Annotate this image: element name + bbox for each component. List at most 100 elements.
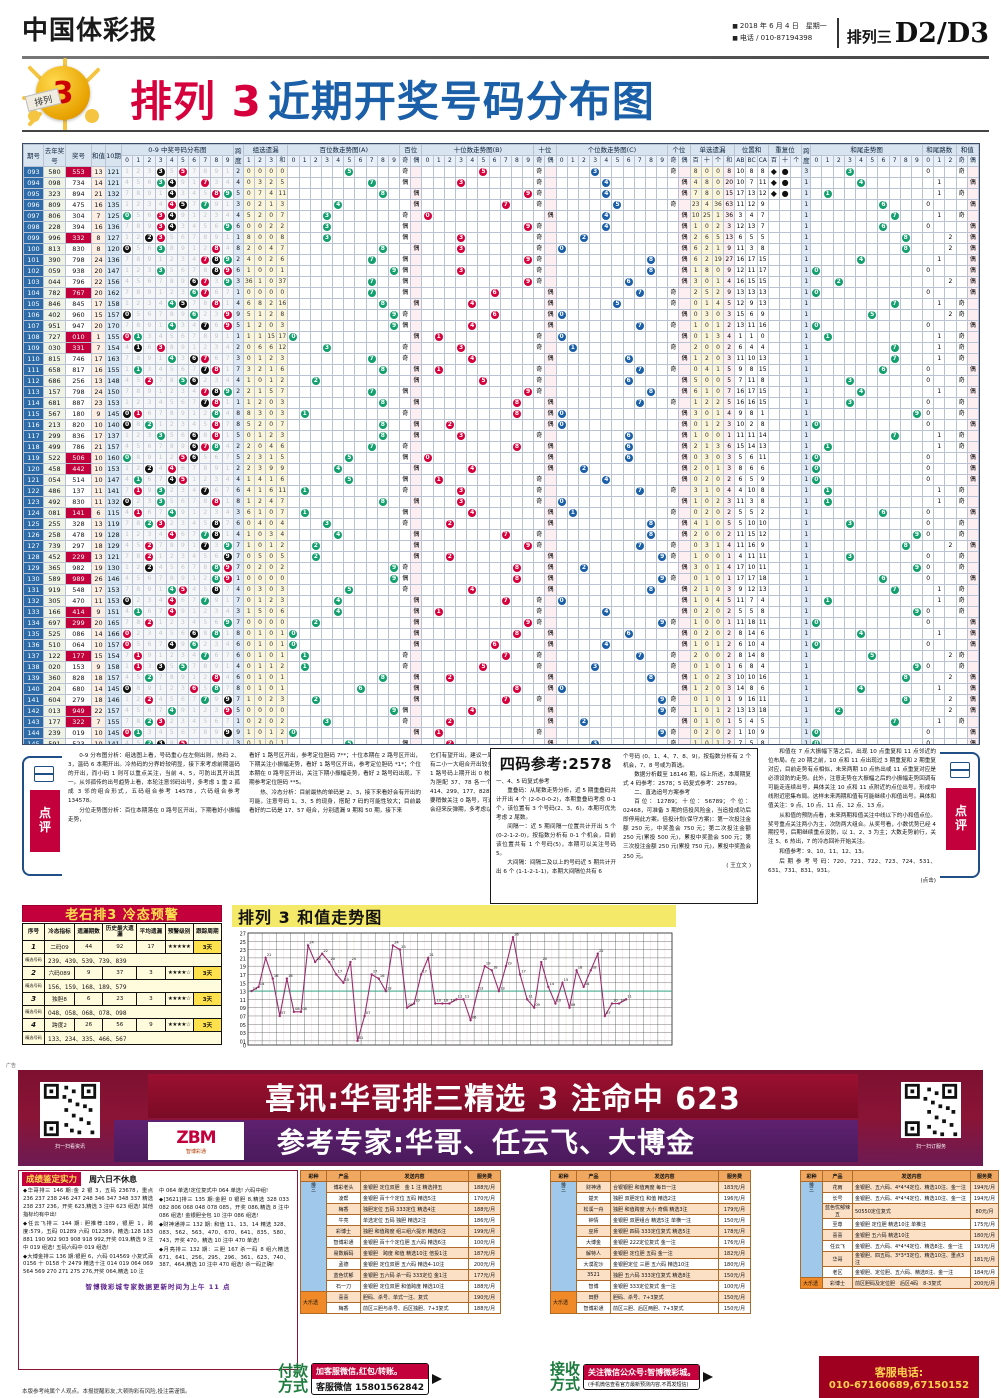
- cell-dist-7: 2: [199, 243, 212, 255]
- cell-zuxuan-1: 0: [253, 705, 267, 717]
- table-row[interactable]: 122 486 137 11 141 7 1 9 3 2 3 4 7 6 7 6 4 1 6 11 1 奇 3 奇 7 奇 3 1 0 4…: [23, 485, 979, 497]
- cell-lastyear: 697: [43, 617, 66, 629]
- cell-tens-0: [421, 331, 434, 343]
- table-row[interactable]: 139 360 828 18 157 4 5 2 7 8 9 1 2 8 4 6 0 1 0 1 8 偶 2 偶 8 偶 1 0 2 3 1…: [23, 672, 979, 684]
- cell-unit-6: [622, 265, 635, 277]
- cell-period: 124: [23, 507, 44, 519]
- cell-danxuan-1: 2: [700, 628, 713, 640]
- table-row[interactable]: 140 204 680 14 145 0 8 9 1 2 3 6 5 8 7 8 0 1 0 1 6 偶 8 偶 0 偶 1 2 0 3 1…: [23, 683, 979, 695]
- cell-span: 3: [232, 606, 244, 618]
- cell-dist-3: 3: [154, 430, 167, 442]
- table-row[interactable]: 128 452 229 13 121 7 8 2 1 2 3 4 5 6 9 7 0 5 0 5 2 偶 2 偶 9 奇 1 0 0 1 4…: [23, 551, 979, 563]
- cell-dist-5: 5: [176, 166, 190, 178]
- table-row[interactable]: 145 591 523 10 141 4 5 2 3 8 5 1 2 3 4 3 0 1 0 1 5 偶 2 偶 3 奇 1 0 1 2 7…: [23, 738, 979, 744]
- cell-zuxuan-1: 1: [253, 386, 267, 398]
- table-row[interactable]: 120 458 442 10 153 1 2 2 4 4 6 7 8 9 1 2 2 3 9 9 4 偶 4 偶 2 偶 2 0 1 3 8…: [23, 463, 979, 475]
- table-row[interactable]: 141 604 279 18 146 1 2 2 4 5 6 7 7 9 9 7 1 0 2 3 2 偶 7 奇 9 奇 0 1 0 1 9…: [23, 694, 979, 706]
- cell-dist-4: 2: [165, 518, 178, 530]
- cell-tailodd-2: [944, 606, 957, 618]
- table-row[interactable]: 126 258 478 19 128 1 2 3 4 4 6 7 7 8 1 4 1 0 3 4 4 偶 7 奇 8 偶 2 0 0 2 1…: [23, 529, 979, 541]
- table-row[interactable]: 144 239 019 10 145 0 1 3 4 5 6 7 8 9 9 9 1 0 1 2 0 偶 1 奇 9 奇 0 2 0 2 1…: [23, 727, 979, 739]
- table-row[interactable]: 104 782 767 20 162 7 8 9 1 2 3 6 7 6 7 1 0 0 0 0 7 偶 6 偶 7 奇 2 5 2 9 1…: [23, 287, 979, 299]
- table-row[interactable]: 124 081 141 6 115 4 1 6 7 4 9 1 2 3 4 3 6 1 0 7 1 偶 4 偶 1 奇 0 2 0 2 5 5…: [23, 507, 979, 519]
- cell-chongfu-2: [790, 694, 803, 706]
- table-row[interactable]: 105 846 845 17 158 1 2 3 4 4 5 7 8 8 1 4 6 8 2 16 8 偶 4 偶 5 奇 0 1 4 5…: [23, 298, 979, 310]
- table-row[interactable]: 142 013 949 22 157 4 5 6 7 4 9 1 2 3 9 5 0 0 0 0 9 偶 4 偶 9 奇 1 0 1 2 1…: [23, 705, 979, 717]
- cell-dist-7: 2: [199, 672, 212, 684]
- cell-tens-7: [499, 584, 512, 596]
- table-row[interactable]: 108 727 010 1 155 0 1 3 4 5 6 7 8 9 1 1 1 1 15 17 0 偶 1 奇 0 偶 0 1 3 4…: [23, 331, 979, 343]
- table-row[interactable]: 137 122 177 15 154 7 1 9 1 2 3 4 7 6 7 6 0 1 0 1 1 奇 7 奇 7 奇 2 0 0 2 8…: [23, 650, 979, 662]
- table-row[interactable]: 102 059 938 20 147 1 2 3 3 5 6 7 8 8 9 6 1 0 0 1 9 偶 3 奇 8 偶 1 8 0 9 1…: [23, 265, 979, 277]
- table-row[interactable]: 121 054 514 10 147 4 1 6 7 4 5 1 2 3 4 4 1 4 1 6 5 偶 1 奇 4 偶 0 2 0 2 6…: [23, 474, 979, 486]
- table-row[interactable]: 095 323 894 21 132 7 8 9 1 4 3 4 5 8 9 5 0 7 4 11 8 偶 9 奇 4 偶 7 8 0 1…: [23, 188, 979, 200]
- table-row[interactable]: 135 525 086 14 166 0 2 3 4 5 6 6 8 8 1 8 0 1 0 1 0 偶 8 偶 6 偶 0 2 0 2 8…: [23, 628, 979, 640]
- table-row[interactable]: 100 813 830 8 120 0 5 6 3 8 9 1 2 8 4 8 2 0 4 7 8 偶 3 奇 0 偶 6 2 1 9 11…: [23, 243, 979, 255]
- table-row[interactable]: 130 589 989 26 146 4 5 6 7 8 9 1 2 8 9 1 0 0 0 0 9 偶 8 偶 9 奇 0 1 0 1 1…: [23, 573, 979, 585]
- cell-dist-2: 9: [143, 254, 156, 266]
- cell-hund-8: [376, 595, 389, 607]
- cell-hund-odd: 偶: [399, 738, 412, 744]
- cell-hund-odd: 偶: [399, 287, 412, 299]
- cell-span2: 1: [801, 298, 812, 310]
- cell-prize: 332: [65, 232, 92, 244]
- cell-dist-4: 8: [165, 738, 178, 744]
- trend-ball: 4: [602, 641, 611, 649]
- cell-tens-1: [432, 221, 445, 233]
- table-row[interactable]: 134 697 299 20 165 7 8 2 1 2 3 4 5 6 9 7 0 0 0 0 2 偶 9 奇 9 奇 1 0 0 1 1…: [23, 617, 979, 629]
- cell-unit-3: [589, 584, 602, 596]
- table-row[interactable]: 094 098 734 14 121 4 5 6 3 4 9 1 7 3 4 4 0 3 2 5 7 偶 3 奇 4 偶 4 8 0 20…: [23, 177, 979, 189]
- cell-unit-odd: 奇: [667, 694, 680, 706]
- table-row[interactable]: 119 522 506 10 160 0 8 9 1 2 5 6 5 6 7 5 2 3 1 5 5 偶 0 偶 6 偶 0 3 0 3 5…: [23, 452, 979, 464]
- cell-unit-7: 7: [633, 364, 646, 376]
- table-row[interactable]: 113 157 798 24 150 7 8 9 1 2 3 4 7 8 9 2 2 1 5 7 7 偶 9 奇 8 偶 6 1 0 7 1…: [23, 386, 979, 398]
- table-row[interactable]: 106 402 960 15 157 0 5 6 7 8 9 6 2 3 9 9 5 1 2 8 9 奇 6 偶 0 偶 0 3 0 3 1…: [23, 309, 979, 321]
- table-row[interactable]: 123 492 830 11 132 0 2 3 3 5 6 7 8 8 1 8 1 2 4 7 8 偶 3 奇 0 偶 1 0 2 3 1…: [23, 496, 979, 508]
- table-row[interactable]: 132 305 470 11 153 0 2 3 4 4 6 7 7 9 1 7 0 1 2 3 4 偶 7 奇 0 偶 1 0 4 5 1…: [23, 595, 979, 607]
- table-row[interactable]: 112 686 256 13 148 4 5 2 7 8 5 6 2 3 4 4 1 0 1 2 2 偶 5 奇 6 偶 5 0 0 5 7…: [23, 375, 979, 387]
- table-row[interactable]: 115 567 180 9 145 0 1 6 7 8 9 1 2 8 4 8 8 3 0 3 1 奇 8 偶 0 偶 3 0 1 4 9 8…: [23, 408, 979, 420]
- table-row[interactable]: 118 499 786 21 157 4 5 6 7 8 9 6 7 8 4 2 2 0 4 6 7 奇 8 偶 6 偶 2 1 3 6 1…: [23, 441, 979, 453]
- cell-dist-9: 4: [221, 342, 234, 354]
- cell-unit-9: [656, 254, 669, 266]
- trend-ball: 0: [423, 454, 432, 462]
- table-row[interactable]: 133 166 414 9 151 4 1 6 7 4 9 1 2 3 4 3 1 5 0 6 4 偶 1 奇 4 偶 0 2 0 2 5 5…: [23, 606, 979, 618]
- table-row[interactable]: 096 809 475 16 135 1 2 3 4 4 5 7 7 9 1 3 0 2 1 3 4 偶 7 奇 5 奇 23 4 36…: [23, 199, 979, 211]
- cell-unit-1: [566, 243, 579, 255]
- th-zuxuan: 组选遗漏: [242, 144, 289, 156]
- cell-unit-2: [577, 254, 591, 266]
- cell-tail-8: 8: [899, 232, 912, 244]
- trend-ball: 9: [390, 564, 399, 572]
- dist-ball: 0: [123, 421, 132, 429]
- table-row[interactable]: 125 255 328 13 119 7 8 2 3 2 3 4 5 8 7 6 0 4 0 4 3 奇 2 偶 8 偶 4 1 0 5 5…: [23, 518, 979, 530]
- table-row[interactable]: 098 228 394 16 136 7 8 9 3 4 3 4 5 6 9 6 0 0 2 2 3 偶 9 奇 4 偶 1 0 2 3 1…: [23, 221, 979, 233]
- cell-tens-5: [477, 562, 490, 574]
- cell-tens-even: [544, 650, 557, 662]
- table-row[interactable]: 117 299 836 17 137 1 2 3 3 5 6 6 8 8 1 5 0 1 2 3 8 偶 3 奇 6 偶 1 0 0 1 1…: [23, 430, 979, 442]
- table-row[interactable]: 093 580 553 13 121 1 2 3 3 5 5 7 8 9 1 2 0 0 0 0 5 奇 5 奇 3 奇 8 0 0 8 1…: [23, 166, 979, 178]
- table-row[interactable]: 099 996 332 8 127 1 2 2 3 5 6 7 8 9 1 1 8 0 0 8 3 偶 3 奇 2 偶 2 6 5 13 6…: [23, 232, 979, 244]
- table-row[interactable]: 097 806 304 7 125 0 5 6 3 4 9 1 2 3 4 4 5 2 0 7 3 奇 0 偶 4 偶 10 25 1 3…: [23, 210, 979, 222]
- table-row[interactable]: 131 919 548 17 153 7 8 9 1 4 5 4 5 8 7 4 0 3 0 3 5 奇 4 偶 8 偶 2 1 0 3 9…: [23, 584, 979, 596]
- table-row[interactable]: 116 213 820 10 140 0 8 2 1 2 3 4 5 8 7 8 5 2 0 7 8 偶 2 偶 0 偶 0 1 2 3 1…: [23, 419, 979, 431]
- dist-ball: 4: [167, 476, 176, 484]
- table-row[interactable]: 138 020 153 9 158 1 1 3 3 5 5 7 8 9 1 4 0 1 1 2 1 奇 5 奇 3 奇 0 1 0 1 6 8…: [23, 661, 979, 673]
- table-row[interactable]: 109 030 331 7 154 4 1 6 3 8 9 1 2 3 4 2 0 6 6 12 3 奇 3 奇 1 奇 2 0 0 2 6…: [23, 342, 979, 354]
- table-row[interactable]: 143 177 322 7 155 7 8 2 3 2 3 4 5 6 7 1 0 2 0 2 3 奇 2 偶 2 偶 0 1 0 1 5 4…: [23, 716, 979, 728]
- table-row[interactable]: 101 390 798 24 136 7 8 9 1 2 3 4 7 8 9 2 4 0 2 6 7 偶 9 奇 8 偶 6 2 19 2…: [23, 254, 979, 266]
- cell-tens-even: 偶: [544, 639, 557, 651]
- table-row[interactable]: 111 658 817 16 155 1 1 3 4 5 6 7 7 8 1 7 3 2 1 6 8 偶 1 奇 7 奇 0 4 1 5 9…: [23, 364, 979, 376]
- table-row[interactable]: 107 951 947 20 170 7 8 9 1 4 3 4 7 6 9 5 1 2 0 3 9 偶 4 偶 7 奇 1 0 1 2 1…: [23, 320, 979, 332]
- cell-tail-5: [866, 584, 879, 596]
- table-row[interactable]: 136 510 064 10 157 0 5 6 7 4 9 6 2 3 4 6 0 1 0 1 0 偶 6 偶 4 偶 1 0 1 2 6…: [23, 639, 979, 651]
- dist-ball: 4: [167, 641, 176, 649]
- cell-tens-6: [488, 298, 501, 310]
- cell-tens-even: [544, 199, 557, 211]
- table-row[interactable]: 127 739 297 18 129 4 5 2 7 8 9 1 7 3 9 7 1 0 1 2 2 偶 9 奇 7 奇 0 3 1 4 1…: [23, 540, 979, 552]
- table-row[interactable]: 114 681 887 23 153 1 2 3 4 5 6 7 7 8 1 1 1 2 0 3 8 偶 8 偶 7 奇 1 2 2 5 1…: [23, 397, 979, 409]
- table-row[interactable]: 129 365 982 19 130 1 2 2 4 5 6 7 8 8 9 7 0 2 0 2 9 奇 8 偶 2 偶 3 0 1 4 1…: [23, 562, 979, 574]
- cell-zuxuan-2: 2: [265, 298, 278, 310]
- table-row[interactable]: 103 044 796 22 156 4 5 6 7 8 9 6 7 3 9 3 36 1 0 37 7 偶 9 奇 6 偶 3 0 1…: [23, 276, 979, 288]
- table-row[interactable]: 110 815 746 17 163 7 8 9 1 4 3 6 7 6 7 3 0 1 2 3 7 奇 4 偶 6 偶 1 2 0 3 1…: [23, 353, 979, 365]
- distribution-grid[interactable]: 期号 去年奖号 奖号 和值 10期 0-9 中奖号码分布图 跨度 组选遗漏 百位…: [22, 143, 980, 745]
